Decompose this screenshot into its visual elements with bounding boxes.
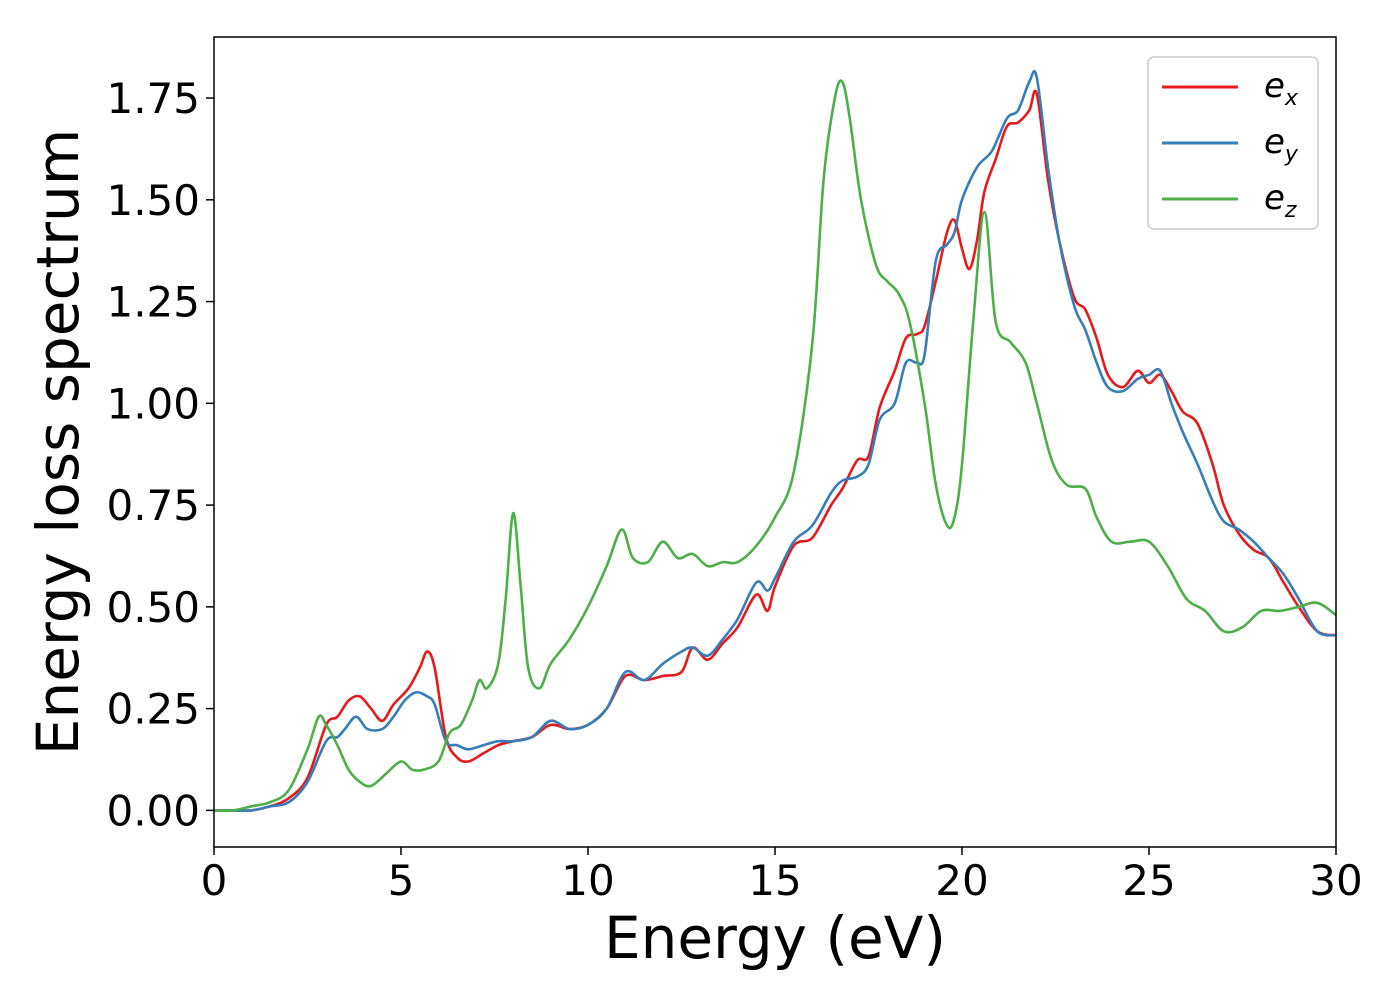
series-group — [214, 70, 1336, 812]
y-tick-label: 0.50 — [106, 583, 200, 632]
legend-label-y: ey — [1264, 122, 1299, 167]
x-axis-label: Energy (eV) — [604, 904, 946, 972]
y-tick-label: 0.75 — [106, 481, 200, 530]
series-line-x — [214, 89, 1336, 812]
y-tick-label: 1.75 — [106, 74, 200, 123]
y-axis-label: Energy loss spectrum — [24, 129, 92, 755]
x-axis: 0 5 10 15 20 25 30 — [201, 847, 1363, 905]
series-line-z — [214, 79, 1336, 812]
y-tick-label: 1.00 — [106, 379, 200, 428]
x-tick-label: 20 — [935, 856, 988, 905]
legend: ex ey ez — [1147, 56, 1319, 230]
x-tick-label: 5 — [388, 856, 415, 905]
y-tick-label: 0.25 — [106, 685, 200, 734]
x-tick-label: 0 — [201, 856, 228, 905]
y-tick-label: 1.50 — [106, 176, 200, 225]
x-tick-label: 30 — [1309, 856, 1362, 905]
y-tick-label: 0.00 — [106, 786, 200, 835]
legend-label-x: ex — [1264, 66, 1299, 111]
legend-label-z: ez — [1264, 178, 1297, 223]
y-tick-label: 1.25 — [106, 278, 200, 327]
x-tick-label: 15 — [748, 856, 801, 905]
series-line-y — [214, 70, 1336, 812]
y-axis: 0.00 0.25 0.50 0.75 1.00 1.25 1.50 1.75 — [106, 74, 214, 835]
x-tick-label: 25 — [1122, 856, 1175, 905]
x-tick-label: 10 — [561, 856, 614, 905]
